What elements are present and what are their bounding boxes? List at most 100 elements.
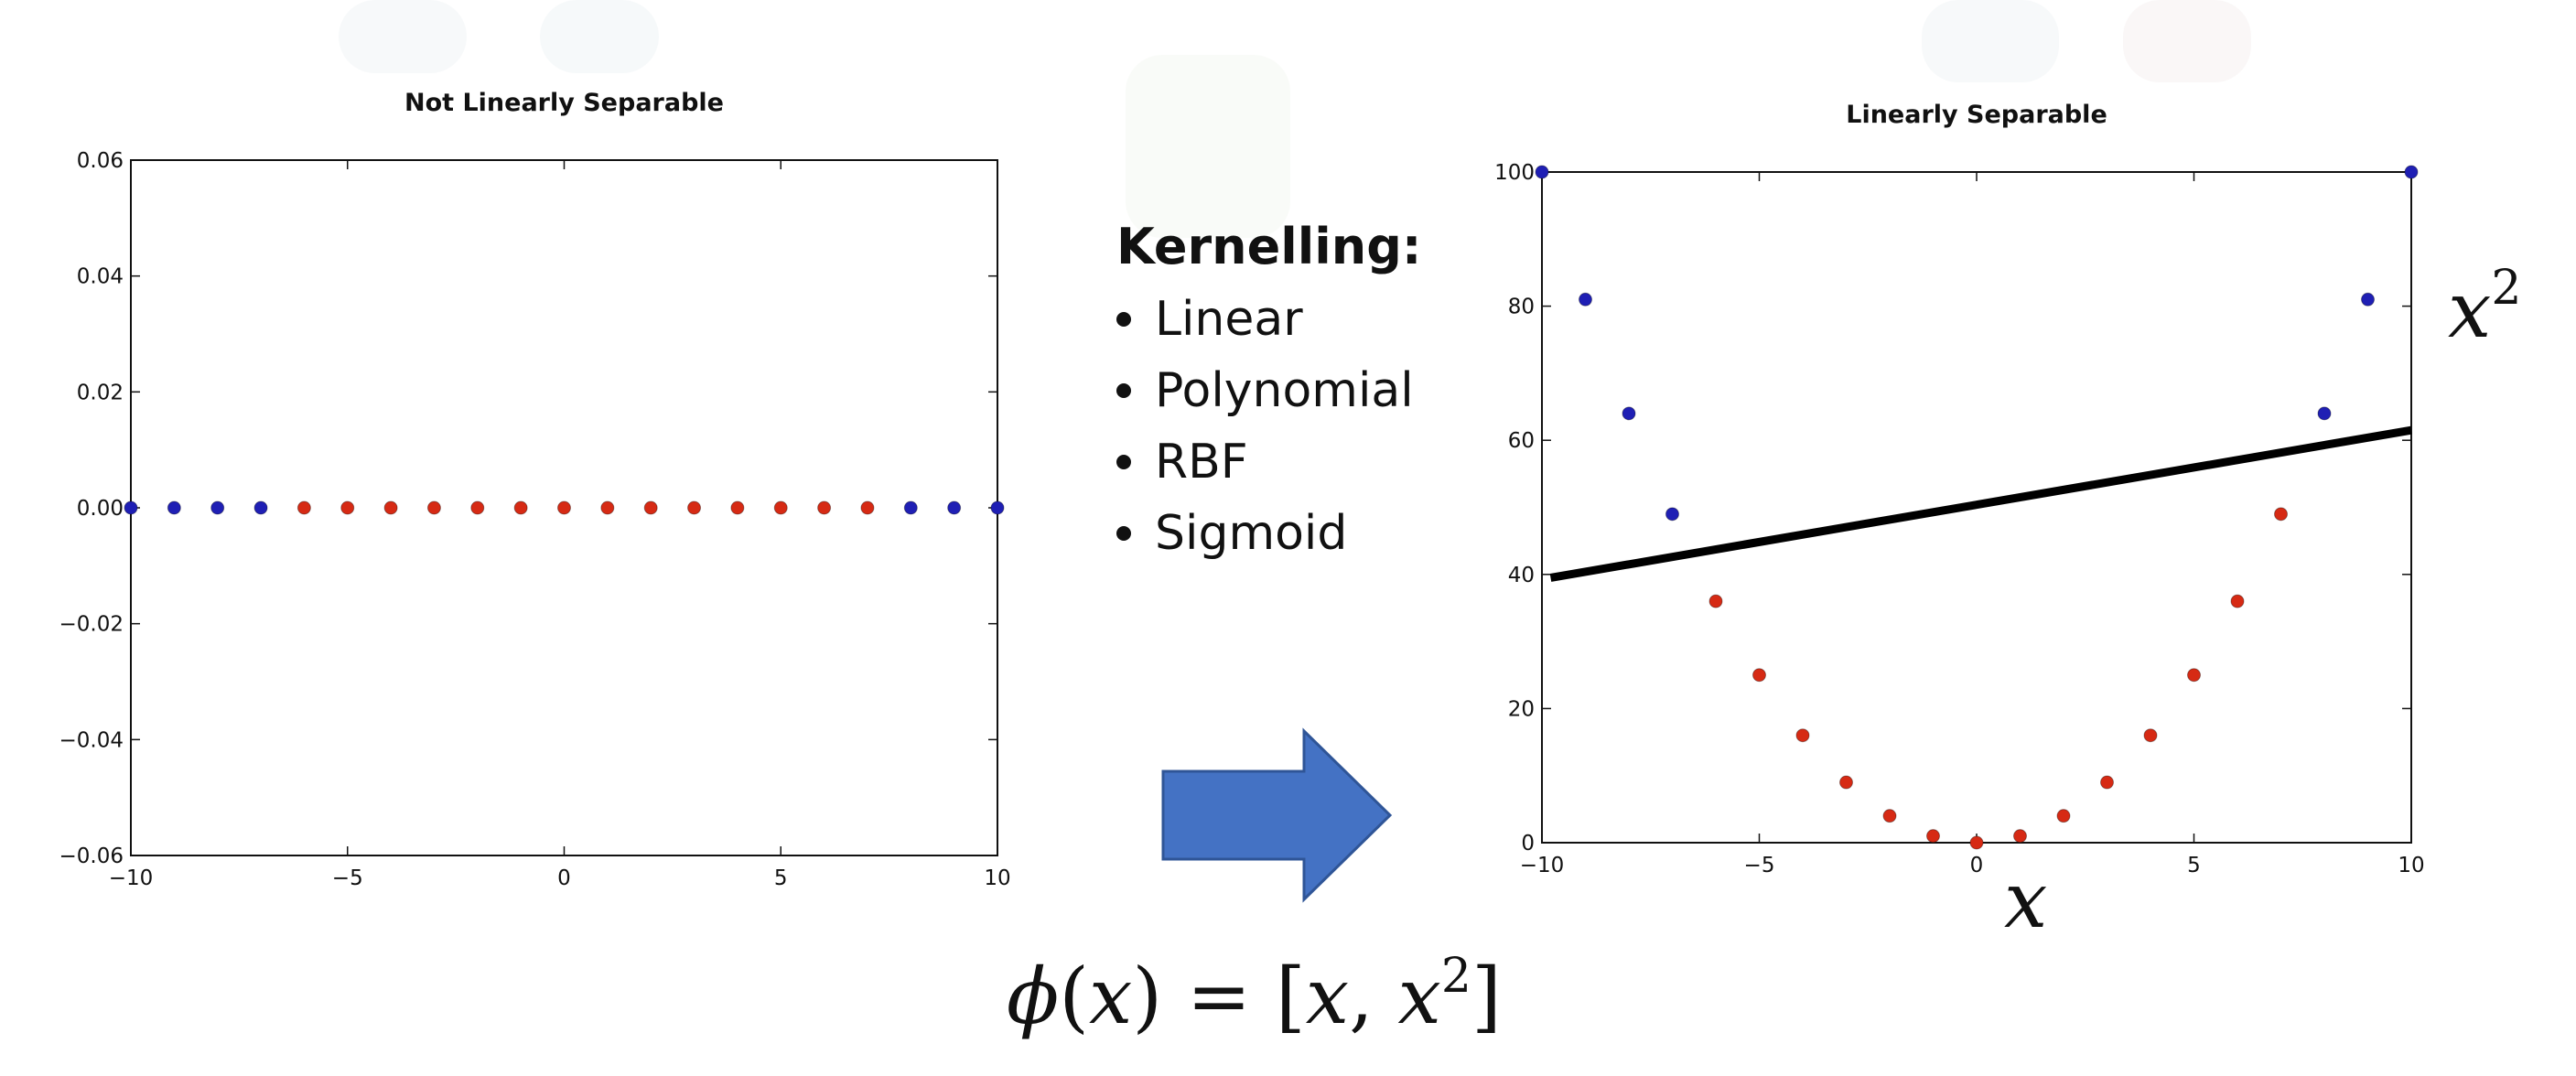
data-point-red <box>1969 835 1984 850</box>
data-point-blue <box>903 500 918 515</box>
data-point-blue <box>124 500 138 515</box>
exponent: 2 <box>2491 261 2522 316</box>
data-point-red <box>513 500 528 515</box>
data-point-blue <box>253 500 268 515</box>
x-tick-label: −5 <box>1744 854 1775 877</box>
data-point-red <box>426 500 441 515</box>
y-tick-label: 60 <box>1508 429 1535 453</box>
data-point-blue <box>2317 406 2332 421</box>
data-point-red <box>383 500 398 515</box>
data-point-red <box>1795 728 1810 743</box>
data-point-blue <box>1665 507 1679 522</box>
data-point-red <box>687 500 702 515</box>
formula-exponent: 2 <box>1440 949 1471 1004</box>
data-point-red <box>296 500 311 515</box>
data-point-red <box>2143 728 2158 743</box>
background-decoration <box>339 0 467 73</box>
data-point-red <box>2013 829 2027 844</box>
data-point-red <box>2187 668 2201 683</box>
x-tick-label: −10 <box>1520 854 1565 877</box>
x-tick-label: −5 <box>332 866 363 890</box>
bullet-icon <box>1116 312 1131 327</box>
data-point-red <box>600 500 615 515</box>
kernel-item-label: RBF <box>1155 435 1248 490</box>
formula-part: ] <box>1471 952 1502 1041</box>
background-decoration <box>1126 55 1290 238</box>
bullet-icon <box>1116 526 1131 541</box>
x-tick-label: 10 <box>2398 854 2424 877</box>
x-tick-label: 0 <box>557 866 571 890</box>
chart-title: Linearly Separable <box>1846 101 2107 129</box>
kernel-item-label: Linear <box>1155 292 1303 347</box>
kernel-item-sigmoid: Sigmoid <box>1116 498 1414 569</box>
data-point-red <box>817 500 832 515</box>
data-point-red <box>470 500 485 515</box>
data-point-blue <box>1622 406 1636 421</box>
data-point-red <box>2230 594 2245 608</box>
y-tick-label: −0.04 <box>59 728 124 752</box>
background-decoration <box>2123 0 2251 82</box>
y-tick-label: −0.02 <box>59 613 124 637</box>
data-point-red <box>1839 775 1853 790</box>
bullet-icon <box>1116 455 1131 469</box>
x-tick-label: 5 <box>2187 854 2201 877</box>
chart-title: Not Linearly Separable <box>404 89 724 117</box>
y-tick-label: 100 <box>1494 161 1535 185</box>
kernel-item-label: Sigmoid <box>1155 506 1348 561</box>
x-tick-label: 0 <box>1970 854 1984 877</box>
kernel-item-rbf: RBF <box>1116 426 1414 498</box>
data-point-red <box>2056 809 2071 823</box>
data-point-red <box>1752 668 1766 683</box>
y-tick-label: 0.02 <box>77 381 124 404</box>
y-tick-label: 0.00 <box>77 497 124 521</box>
data-point-blue <box>947 500 962 515</box>
kernel-item-linear: Linear <box>1116 284 1414 355</box>
data-point-red <box>340 500 355 515</box>
data-point-blue <box>210 500 225 515</box>
data-point-red <box>2274 507 2288 522</box>
data-point-blue <box>1579 292 1592 307</box>
feature-map-formula: ϕ(x) = [x, x2] <box>1007 952 1502 1041</box>
chart-not-linearly-separable: Not Linearly Separable −10 −5 0 5 10 −0.06 −0.0… <box>59 89 1011 890</box>
y-tick-label: 0.06 <box>77 149 124 173</box>
y-tick-label: 20 <box>1508 697 1535 721</box>
data-point-blue <box>167 500 181 515</box>
x-tick-label: −10 <box>109 866 154 890</box>
data-point-blue <box>990 500 1005 515</box>
data-point-blue <box>1535 165 1549 179</box>
data-point-red <box>1882 809 1897 823</box>
data-point-red <box>1708 594 1723 608</box>
formula-part: x <box>1089 952 1133 1041</box>
formula-part: x <box>1305 952 1350 1041</box>
y-tick-label: 80 <box>1508 296 1535 319</box>
y-tick-label: 0 <box>1521 832 1535 855</box>
data-point-red <box>643 500 658 515</box>
kernel-item-polynomial: Polynomial <box>1116 355 1414 426</box>
data-point-red <box>730 500 745 515</box>
data-point-red <box>1926 829 1940 844</box>
y-tick-label: −0.06 <box>59 845 124 868</box>
data-point-red <box>860 500 875 515</box>
kernelling-title: Kernelling: <box>1116 218 1422 275</box>
bullet-icon <box>1116 383 1131 398</box>
right-arrow-icon <box>1161 727 1393 903</box>
data-point-red <box>557 500 571 515</box>
formula-part: ( <box>1059 952 1090 1041</box>
formula-part: x <box>1397 952 1441 1041</box>
x-axis-label: x <box>2004 855 2048 945</box>
data-point-red <box>2100 775 2114 790</box>
y-tick-label: 0.04 <box>77 265 124 289</box>
background-decoration <box>540 0 659 73</box>
data-point-blue <box>2404 165 2419 179</box>
x-tick-label: 5 <box>774 866 788 890</box>
phi-symbol: ϕ <box>1007 952 1060 1041</box>
y-tick-label: 40 <box>1508 564 1535 587</box>
x-symbol: x <box>2448 265 2492 355</box>
data-point-blue <box>2361 292 2375 307</box>
y-axis-label-x-squared: x2 <box>2448 264 2521 355</box>
data-point-red <box>773 500 788 515</box>
formula-part: ) = [ <box>1132 952 1306 1041</box>
formula-part: , <box>1349 952 1398 1041</box>
